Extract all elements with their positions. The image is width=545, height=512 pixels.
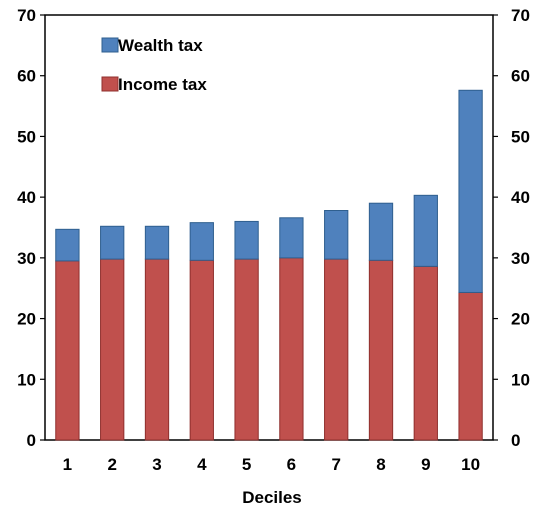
bars [55, 89, 483, 441]
bar-income-tax-2 [100, 258, 125, 441]
bar-income-tax-3 [144, 258, 170, 441]
bar-income-tax-8 [368, 259, 394, 441]
left-axis-ticks: 0 10 20 30 40 50 60 70 [17, 6, 45, 450]
left-tick-label: 0 [27, 431, 36, 450]
left-tick-label: 20 [17, 310, 36, 329]
left-tick-label: 60 [17, 67, 36, 86]
x-tick-label: 5 [242, 455, 251, 474]
left-tick-label: 30 [17, 249, 36, 268]
x-tick-label: 1 [63, 455, 72, 474]
legend-label-income-tax: Income tax [118, 75, 207, 94]
bar-wealth-tax-9 [413, 194, 438, 267]
x-tick-label: 4 [197, 455, 207, 474]
x-axis-ticks: 1 2 3 4 5 6 7 8 9 10 [63, 455, 480, 474]
legend-label-wealth-tax: Wealth tax [118, 36, 203, 55]
x-tick-label: 2 [107, 455, 116, 474]
legend: Wealth tax Income tax [101, 36, 207, 94]
right-tick-label: 60 [511, 67, 530, 86]
bar-income-tax-10 [458, 291, 483, 441]
bar-wealth-tax-5 [234, 220, 259, 260]
right-tick-label: 70 [511, 6, 530, 25]
left-tick-label: 50 [17, 127, 36, 146]
right-tick-label: 10 [511, 370, 530, 389]
bar-wealth-tax-8 [368, 202, 394, 261]
bar-wealth-tax-1 [55, 228, 80, 262]
bar-wealth-tax-7 [324, 210, 349, 260]
bar-wealth-tax-3 [144, 225, 170, 260]
bar-wealth-tax-10 [458, 89, 483, 293]
left-tick-label: 40 [17, 188, 36, 207]
x-axis-label: Deciles [242, 488, 302, 507]
left-tick-label: 10 [17, 370, 36, 389]
bar-wealth-tax-6 [279, 217, 304, 259]
x-tick-label: 7 [331, 455, 340, 474]
legend-swatch-income-tax [101, 76, 119, 92]
left-tick-label: 70 [17, 6, 36, 25]
x-tick-label: 6 [287, 455, 296, 474]
bar-income-tax-6 [279, 257, 304, 441]
right-tick-label: 40 [511, 188, 530, 207]
bar-income-tax-7 [324, 258, 349, 441]
bar-wealth-tax-4 [189, 222, 214, 261]
x-tick-label: 8 [376, 455, 385, 474]
bar-income-tax-5 [234, 258, 259, 441]
right-tick-label: 30 [511, 249, 530, 268]
right-axis-ticks: 0 10 20 30 40 50 60 70 [493, 6, 530, 450]
x-tick-label: 9 [421, 455, 430, 474]
legend-swatch-wealth-tax [101, 37, 119, 53]
bar-income-tax-1 [55, 260, 80, 441]
right-tick-label: 0 [511, 431, 520, 450]
x-tick-label: 3 [152, 455, 161, 474]
x-tick-label: 10 [461, 455, 480, 474]
bar-wealth-tax-2 [100, 225, 125, 260]
right-tick-label: 50 [511, 127, 530, 146]
right-tick-label: 20 [511, 310, 530, 329]
bar-income-tax-9 [413, 265, 438, 441]
bar-income-tax-4 [189, 259, 214, 441]
